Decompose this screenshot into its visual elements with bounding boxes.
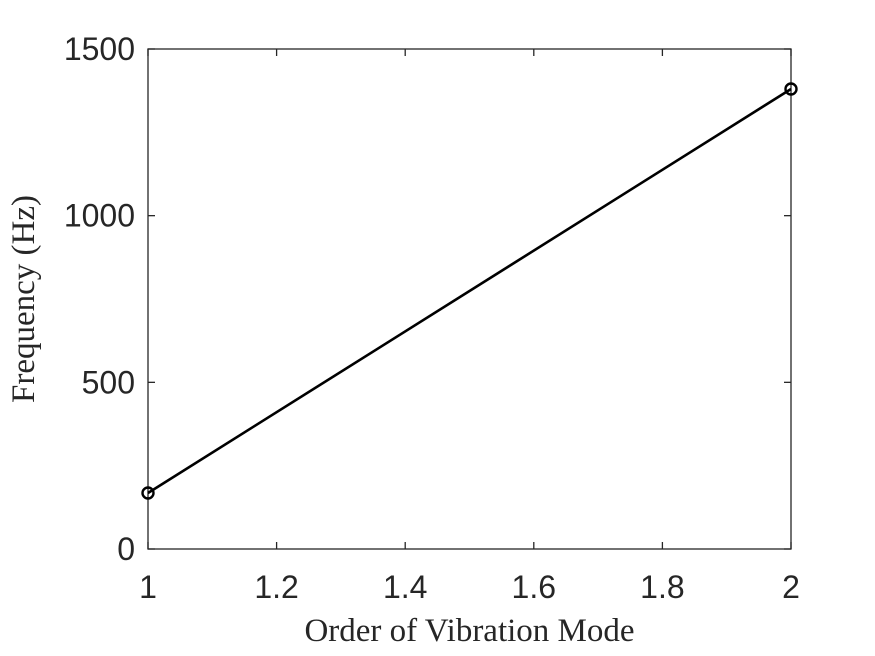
data-point (784, 82, 798, 96)
series-layer (141, 82, 798, 500)
x-tick-label: 2 (782, 569, 800, 605)
y-tick-label: 0 (117, 531, 135, 567)
y-tick-label: 500 (82, 364, 135, 400)
data-point (141, 486, 155, 500)
x-tick-label: 1 (139, 569, 157, 605)
x-tick-label: 1.4 (383, 569, 427, 605)
x-axis-ticks: 1 1.2 1.4 1.6 1.8 2 (139, 49, 800, 605)
y-tick-label: 1000 (64, 198, 135, 234)
x-tick-label: 1.6 (512, 569, 556, 605)
x-axis-label: Order of Vibration Mode (304, 613, 634, 649)
x-tick-label: 1.8 (640, 569, 684, 605)
y-tick-label: 1500 (64, 31, 135, 67)
y-axis-ticks: 0 500 1000 1500 (64, 31, 791, 567)
plot-area (147, 48, 792, 550)
y-axis-label: Frequency (Hz) (6, 195, 42, 403)
x-tick-label: 1.2 (254, 569, 298, 605)
series-line (147, 87, 792, 495)
